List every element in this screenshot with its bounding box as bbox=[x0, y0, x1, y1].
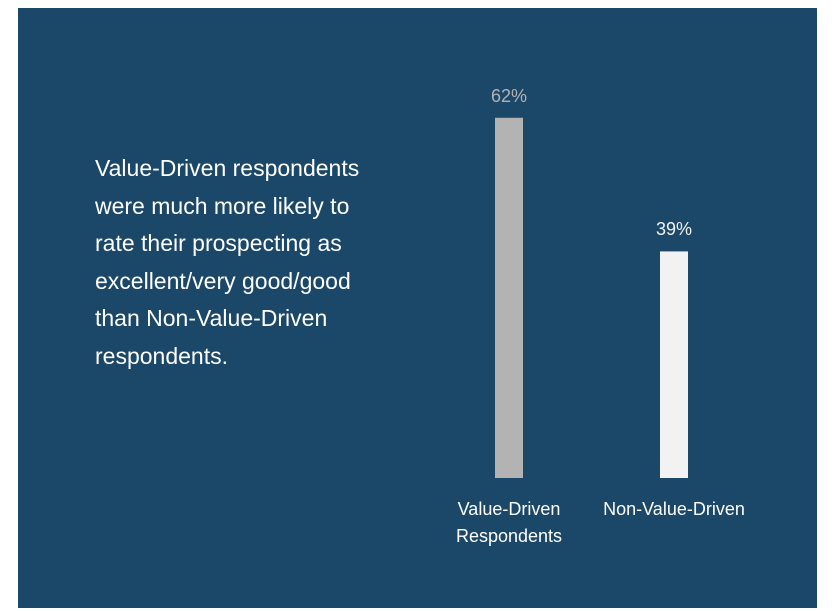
annotation: Value-Driven respondents were much more … bbox=[95, 155, 360, 369]
x-tick-label: Non-Value-Driven bbox=[603, 499, 745, 519]
bar bbox=[495, 117, 523, 478]
value-label: 39% bbox=[655, 219, 693, 240]
bar bbox=[660, 251, 688, 478]
x-tick-label: Value-Driven Respondents bbox=[455, 499, 563, 546]
value-label: 62% bbox=[490, 85, 528, 106]
